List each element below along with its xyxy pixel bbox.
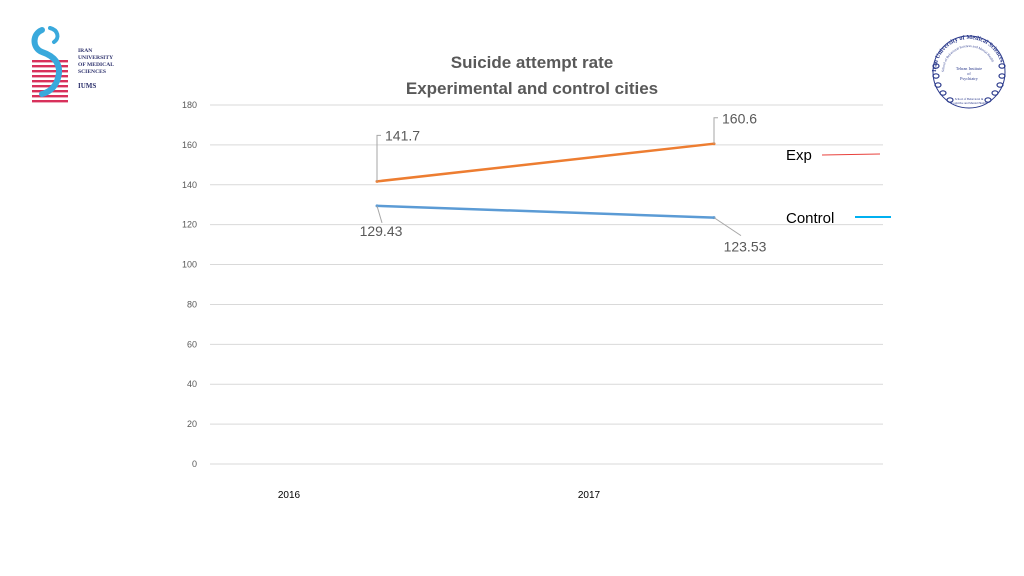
leader-line: [376, 134, 381, 182]
iums-line-3: OF MEDICAL: [78, 62, 114, 68]
y-tick-label: 180: [182, 100, 197, 110]
seal-center-1: Tehran Institute: [956, 66, 982, 71]
data-label: 141.7: [385, 127, 420, 143]
iums-abbr: IUMS: [78, 82, 96, 90]
series-line-exp: [376, 142, 715, 183]
iums-logo: IRAN UNIVERSITY OF MEDICAL SCIENCES IUMS: [30, 26, 114, 106]
x-tick-label: 2016: [278, 490, 301, 501]
data-label: 129.43: [360, 223, 403, 239]
iums-emblem-icon: [30, 26, 70, 106]
y-tick-label: 0: [192, 459, 197, 469]
y-tick-label: 120: [182, 220, 197, 230]
iums-line-1: IRAN: [78, 48, 92, 54]
leader-line: [713, 117, 718, 144]
x-tick-label: 2017: [578, 490, 601, 501]
y-tick-label: 20: [187, 419, 197, 429]
series-line-control: [376, 204, 715, 219]
legend-swatch-exp: [821, 153, 881, 156]
institute-seal-logo: Iran University of Medical Sciences Scho…: [931, 34, 1006, 109]
leader-line: [713, 217, 742, 237]
chart-title-line-1: Suicide attempt rate: [451, 53, 614, 72]
chain-border-icon: [932, 63, 1006, 103]
y-tick-label: 40: [187, 379, 197, 389]
iums-line-4: SCIENCES: [78, 69, 106, 75]
seal-bottom-1: School of Behavioral &: [955, 97, 984, 101]
y-tick-label: 100: [182, 260, 197, 270]
data-label: 160.6: [722, 111, 757, 127]
legend-label-exp: Exp: [786, 147, 812, 164]
data-label: 123.53: [724, 239, 767, 255]
seal-bottom-2: Cognitive and Mental Health: [952, 101, 987, 105]
y-tick-label: 140: [182, 180, 197, 190]
iums-line-2: UNIVERSITY: [78, 55, 113, 61]
legend-label-control: Control: [786, 210, 834, 227]
y-tick-label: 60: [187, 339, 197, 349]
seal-center-3: Psychiatry: [960, 76, 979, 81]
leader-line: [376, 205, 383, 224]
y-tick-label: 80: [187, 299, 197, 309]
y-tick-label: 160: [182, 140, 197, 150]
chart-title-line-2: Experimental and control cities: [406, 79, 658, 98]
seal-center-2: of: [967, 71, 971, 76]
